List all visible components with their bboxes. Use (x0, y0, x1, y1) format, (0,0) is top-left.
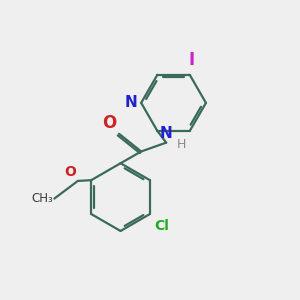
Text: O: O (102, 114, 116, 132)
Text: H: H (176, 138, 186, 151)
Text: CH₃: CH₃ (31, 192, 53, 205)
Text: N: N (125, 95, 138, 110)
Text: O: O (64, 165, 76, 178)
Text: Cl: Cl (154, 219, 169, 233)
Text: N: N (160, 126, 172, 141)
Text: I: I (188, 51, 194, 69)
